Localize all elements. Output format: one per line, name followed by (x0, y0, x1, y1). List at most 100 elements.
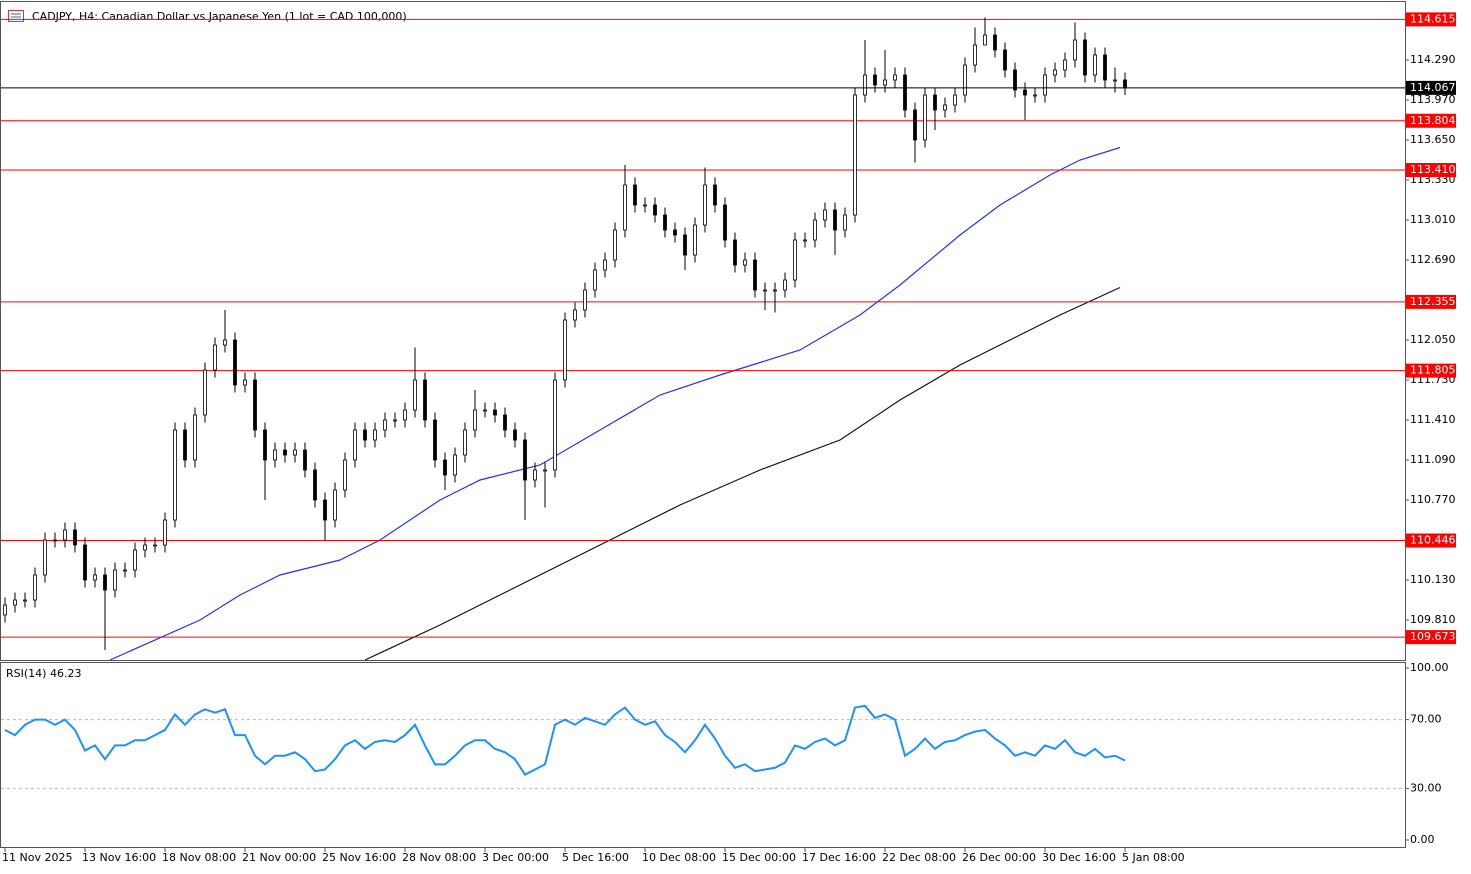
candle-body (693, 224, 697, 256)
y-tick-label: 111.090 (1410, 453, 1456, 466)
candle-body (783, 279, 787, 291)
y-tick-label: 110.130 (1410, 573, 1456, 586)
candle-body (903, 74, 907, 111)
candle-body (183, 429, 187, 461)
candle-body (83, 544, 87, 581)
candle-body (53, 539, 57, 542)
x-tick-label: 13 Nov 16:00 (82, 851, 156, 864)
level-label-box (1406, 533, 1456, 548)
candle-body (553, 379, 557, 471)
candle-body (803, 239, 807, 242)
candle-body (223, 339, 227, 346)
level-label: 113.410 (1410, 163, 1456, 176)
current-price-label-box (1406, 80, 1456, 95)
candle-body (1083, 39, 1087, 76)
level-label: 112.355 (1410, 295, 1456, 308)
main-pane-frame (0, 1, 1406, 661)
candle-body (333, 489, 337, 521)
x-tick-label: 25 Nov 16:00 (322, 851, 396, 864)
candle-body (423, 379, 427, 421)
candle-body (1043, 74, 1047, 96)
rsi-y-tick-label: 30.00 (1410, 781, 1442, 794)
candle-body (203, 369, 207, 416)
candle-body (763, 289, 767, 292)
candle-body (103, 574, 107, 591)
candle-body (743, 259, 747, 266)
candle-body (583, 289, 587, 311)
candle-body (713, 184, 717, 206)
candle-body (253, 379, 257, 431)
level-label-box (1406, 113, 1456, 128)
level-label: 109.673 (1410, 630, 1456, 643)
candle-body (1073, 39, 1077, 61)
candle-body (73, 529, 77, 546)
candle-body (443, 459, 447, 476)
candle-body (453, 454, 457, 476)
candle-body (343, 459, 347, 491)
candle-body (1033, 94, 1037, 97)
candle-body (933, 94, 937, 111)
y-tick-label: 112.690 (1410, 253, 1456, 266)
x-tick-label: 15 Dec 00:00 (722, 851, 796, 864)
current-price-label: 114.067 (1410, 81, 1456, 94)
candle-body (863, 74, 867, 96)
y-tick-label: 112.050 (1410, 333, 1456, 346)
candle-body (363, 429, 367, 441)
candle-body (213, 344, 217, 371)
candle-body (3, 604, 7, 616)
candle-body (393, 419, 397, 422)
candle-body (923, 94, 927, 141)
candle-body (623, 184, 627, 231)
candle-body (263, 429, 267, 461)
candle-body (673, 229, 677, 236)
candle-body (753, 259, 757, 291)
candle-body (983, 34, 987, 46)
candle-body (243, 379, 247, 386)
candle-body (1123, 79, 1127, 89)
level-label: 110.446 (1410, 534, 1456, 547)
candle-body (373, 429, 377, 441)
candle-body (603, 259, 607, 271)
candle-body (1113, 79, 1117, 82)
candle-body (313, 469, 317, 501)
candle-body (643, 204, 647, 207)
candle-body (733, 239, 737, 266)
candle-body (653, 204, 657, 216)
rsi-y-tick-label: 70.00 (1410, 713, 1442, 726)
candle-body (823, 209, 827, 221)
candle-body (993, 34, 997, 51)
candle-body (283, 449, 287, 456)
chart-title: CADJPY, H4: Canadian Dollar vs Japanese … (32, 10, 407, 23)
y-tick-label: 114.290 (1410, 53, 1456, 66)
candle-body (543, 469, 547, 472)
candle-body (943, 104, 947, 111)
candle-body (613, 229, 617, 261)
y-tick-label: 111.410 (1410, 413, 1456, 426)
candle-body (293, 449, 297, 456)
candle-body (973, 44, 977, 66)
candle-body (123, 569, 127, 572)
candle-body (793, 239, 797, 281)
candle-body (1103, 54, 1107, 81)
level-label-box (1406, 12, 1456, 27)
x-tick-label: 3 Dec 00:00 (482, 851, 549, 864)
y-tick-label: 113.010 (1410, 213, 1456, 226)
candle-body (723, 204, 727, 241)
candle-body (1003, 49, 1007, 71)
rsi-pane-frame (0, 662, 1406, 848)
moving-average-line (109, 146, 1121, 661)
candle-body (513, 429, 517, 441)
x-tick-label: 10 Dec 08:00 (642, 851, 716, 864)
candle-body (143, 544, 147, 551)
candle-body (303, 449, 307, 471)
x-tick-label: 21 Nov 00:00 (242, 851, 316, 864)
moving-average-line (364, 286, 1121, 661)
candle-body (503, 414, 507, 431)
y-tick-label: 113.970 (1410, 93, 1456, 106)
x-tick-label: 11 Nov 2025 (2, 851, 72, 864)
level-label: 114.615 (1410, 12, 1456, 25)
candle-body (1093, 54, 1097, 76)
x-tick-label: 5 Jan 08:00 (1122, 851, 1185, 864)
candle-body (113, 569, 117, 591)
